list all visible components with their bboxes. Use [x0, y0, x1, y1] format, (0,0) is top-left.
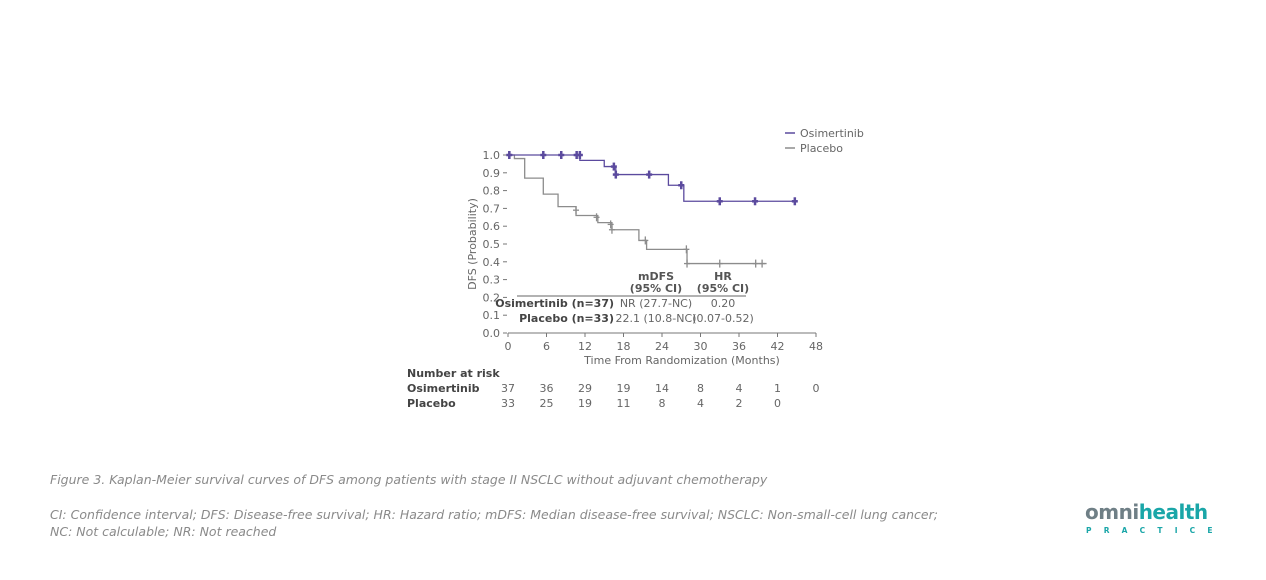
censor-mark-osimertinib [646, 170, 653, 179]
risk-value-placebo: 33 [501, 397, 515, 410]
censor-mark-placebo [573, 206, 580, 215]
risk-title: Number at risk [407, 367, 500, 380]
km-curve-placebo [508, 154, 767, 265]
table-mdfs-osimertinib: NR (27.7-NC) [620, 297, 692, 310]
risk-value-osimertinib: 36 [540, 382, 554, 395]
table-header-mdfs-ci: (95% CI) [630, 282, 682, 295]
y-tick-label: 0.2 [483, 291, 501, 304]
y-tick-label: 0.4 [483, 256, 501, 269]
x-tick-label: 24 [655, 340, 669, 353]
legend-label-osimertinib: Osimertinib [800, 127, 864, 140]
table-mdfs-placebo: 22.1 (10.8-NC) [616, 312, 697, 325]
risk-value-placebo: 8 [659, 397, 666, 410]
censor-mark-placebo [683, 245, 690, 254]
table-hr-ci: (0.07-0.52) [692, 312, 754, 325]
censor-mark-osimertinib [716, 197, 723, 206]
table-header-hr: HR [714, 270, 732, 283]
y-tick-label: 0.7 [483, 202, 501, 215]
censor-mark-placebo [642, 236, 649, 245]
risk-values: 37 36 29 19 14 8 4 1 0 33 25 19 11 8 4 2 0 [501, 382, 820, 410]
risk-value-placebo: 0 [774, 397, 781, 410]
abbreviations-line-2: NC: Not calculable; NR: Not reached [50, 524, 277, 539]
censor-mark-placebo [759, 259, 766, 268]
y-tick-label: 0.8 [483, 185, 501, 198]
censor-mark-osimertinib [540, 151, 547, 159]
table-header-mdfs: mDFS [638, 270, 674, 283]
risk-value-placebo: 2 [736, 397, 743, 410]
legend: Osimertinib Placebo [785, 127, 864, 155]
censor-mark-placebo [716, 259, 723, 268]
censor-mark-placebo [608, 225, 615, 234]
table-header-hr-ci: (95% CI) [697, 282, 749, 295]
censor-mark-osimertinib [506, 151, 513, 159]
logo-omni: omni [1085, 500, 1139, 524]
x-tick-label: 0 [505, 340, 512, 353]
series-group [506, 151, 798, 268]
y-axis-title: DFS (Probability) [466, 198, 479, 290]
omnihealth-logo: omnihealth PRACTICE [1085, 502, 1220, 538]
risk-value-placebo: 19 [578, 397, 592, 410]
figure-caption: Figure 3. Kaplan-Meier survival curves o… [50, 472, 768, 487]
censor-mark-placebo [752, 259, 759, 268]
logo-wordmark: omnihealth [1085, 502, 1220, 522]
censor-mark-placebo [607, 220, 614, 229]
risk-value-osimertinib: 8 [697, 382, 704, 395]
x-tick-label: 6 [543, 340, 550, 353]
x-tick-label: 12 [578, 340, 592, 353]
censor-mark-osimertinib [791, 197, 798, 206]
km-curve-osimertinib [508, 154, 795, 202]
legend-label-placebo: Placebo [800, 142, 843, 155]
y-tick-label: 0.3 [483, 274, 501, 287]
risk-label-placebo: Placebo [407, 397, 456, 410]
logo-health: health [1138, 500, 1208, 524]
censor-mark-osimertinib [612, 170, 619, 179]
y-tick-label: 0.1 [483, 309, 501, 322]
abbreviations-line-1: CI: Confidence interval; DFS: Disease-fr… [50, 507, 938, 522]
summary-table: mDFS (95% CI) HR (95% CI) Osimertinib (n… [495, 270, 754, 325]
y-tick-label: 0.5 [483, 238, 501, 251]
number-at-risk: Number at risk Osimertinib Placebo 37 36 2… [407, 367, 820, 410]
x-tick-label: 18 [617, 340, 631, 353]
axes: 0 6 12 18 24 30 36 42 48 0.0 0.1 0.2 0.3 0.4 0.5 0.6 0.7… [483, 149, 824, 353]
y-tick-label: 0.0 [483, 327, 501, 340]
risk-value-placebo: 25 [540, 397, 554, 410]
x-tick-label: 48 [809, 340, 823, 353]
risk-value-osimertinib: 14 [655, 382, 669, 395]
table-row-label-placebo: Placebo (n=33) [519, 312, 614, 325]
km-chart: 0 6 12 18 24 30 36 42 480.00.10.20.30.40.50.60.7… [407, 127, 864, 410]
censor-mark-placebo [593, 213, 600, 222]
x-tick-label: 30 [694, 340, 708, 353]
censor-mark-placebo [684, 259, 691, 268]
x-tick-label: 36 [732, 340, 746, 353]
censor-mark-osimertinib [678, 181, 685, 190]
risk-value-osimertinib: 1 [774, 382, 781, 395]
y-tick-label: 0.9 [483, 167, 501, 180]
risk-value-placebo: 4 [697, 397, 704, 410]
censor-mark-osimertinib [558, 151, 565, 159]
risk-value-osimertinib: 4 [736, 382, 743, 395]
risk-value-placebo: 11 [617, 397, 631, 410]
logo-subtitle: PRACTICE [1086, 526, 1225, 535]
x-axis-title: Time From Randomization (Months) [583, 354, 780, 367]
censor-mark-osimertinib [752, 197, 759, 206]
table-hr-value: 0.20 [711, 297, 736, 310]
y-tick-label: 0.6 [483, 220, 501, 233]
censor-mark-osimertinib [610, 162, 617, 171]
risk-label-osimertinib: Osimertinib [407, 382, 480, 395]
censor-mark-osimertinib [576, 151, 583, 159]
table-row-label-osimertinib: Osimertinib (n=37) [495, 297, 614, 310]
risk-value-osimertinib: 37 [501, 382, 515, 395]
risk-value-osimertinib: 19 [617, 382, 631, 395]
risk-value-osimertinib: 29 [578, 382, 592, 395]
x-tick-label: 42 [771, 340, 785, 353]
risk-value-osimertinib: 0 [813, 382, 820, 395]
y-tick-label: 1.0 [483, 149, 501, 162]
